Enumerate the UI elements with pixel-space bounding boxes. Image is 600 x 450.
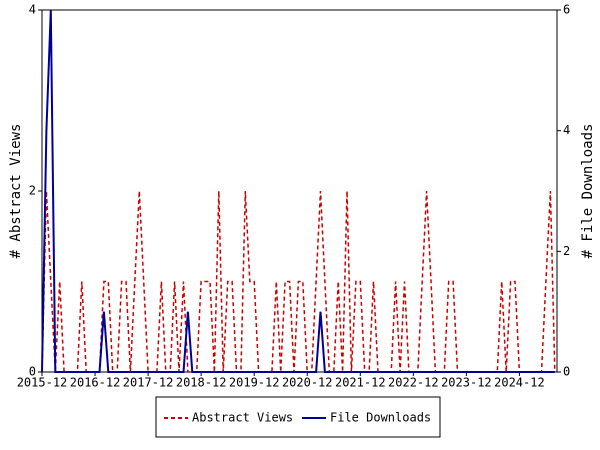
y2-tick-label: 2 — [563, 244, 570, 258]
x-tick-label: 2017-12 — [123, 376, 174, 390]
y-tick-label: 2 — [29, 184, 36, 198]
legend-label: Abstract Views — [192, 411, 293, 425]
x-tick-label: 2020-12 — [282, 376, 333, 390]
series-line — [41, 9, 555, 373]
x-tick-label: 2015-12 — [17, 376, 68, 390]
x-tick-label: 2022-12 — [388, 376, 439, 390]
x-tick-label: 2021-12 — [335, 376, 386, 390]
legend-label: File Downloads — [330, 411, 431, 425]
x-tick-label: 2019-12 — [229, 376, 280, 390]
x-tick-label: 2018-12 — [176, 376, 227, 390]
x-tick-label: 2023-12 — [441, 376, 492, 390]
y2-axis-title: # File Downloads — [580, 124, 596, 259]
y-tick-label: 4 — [29, 3, 36, 17]
y-tick-label: 0 — [29, 365, 36, 379]
series-line — [41, 190, 556, 373]
y-axis-title: # Abstract Views — [8, 124, 24, 259]
x-tick-label: 2024-12 — [494, 376, 545, 390]
y2-tick-label: 4 — [563, 123, 570, 137]
y2-tick-label: 0 — [563, 365, 570, 379]
x-tick-label: 2016-12 — [70, 376, 121, 390]
legend-box — [155, 396, 441, 438]
y2-tick-label: 6 — [563, 3, 570, 17]
